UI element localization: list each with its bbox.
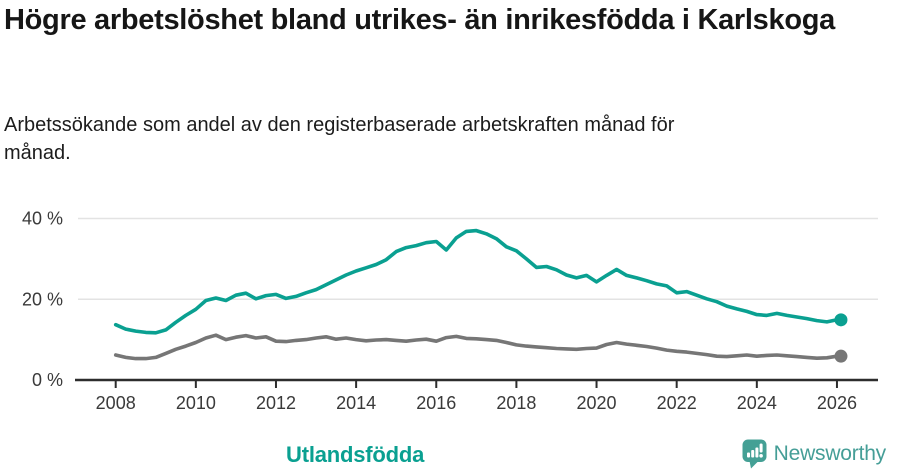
x-tick-label: 2012 bbox=[256, 393, 296, 413]
y-tick-label: 20 % bbox=[22, 289, 63, 309]
x-tick-label: 2024 bbox=[737, 393, 777, 413]
line-chart: 2008 2010 2012 2014 2016 2018 2020 2022 2024 2026… bbox=[0, 190, 900, 467]
newsworthy-logo-text: Newsworthy bbox=[773, 442, 887, 465]
x-tick-label: 2020 bbox=[577, 393, 617, 413]
y-tick-label: 0 % bbox=[32, 370, 63, 390]
x-tick-label: 2026 bbox=[817, 393, 857, 413]
x-tick-label: 2018 bbox=[496, 393, 536, 413]
series-line-1 bbox=[113, 333, 839, 361]
page-title: Högre arbetslöshet bland utrikes- än inr… bbox=[4, 4, 835, 36]
y-tick-label: 40 % bbox=[22, 209, 63, 229]
x-tick-label: 2010 bbox=[176, 393, 216, 413]
end-dot-1 bbox=[834, 349, 848, 363]
chart-subtitle: Arbetssökande som andel av den registerb… bbox=[4, 114, 675, 164]
x-tick-label: 2016 bbox=[416, 393, 456, 413]
newsworthy-logo-icon bbox=[742, 439, 767, 469]
end-dot-0 bbox=[834, 313, 848, 327]
series-line-0 bbox=[113, 228, 839, 335]
newsworthy-logo[interactable]: Newsworthy bbox=[742, 439, 886, 469]
x-tick-label: 2014 bbox=[336, 393, 376, 413]
x-tick-label: 2022 bbox=[657, 393, 697, 413]
x-tick-label: 2008 bbox=[96, 393, 136, 413]
series-label-utlandsfodda: Utlandsfödda bbox=[286, 442, 425, 467]
plot-canvas: 2008 2010 2012 2014 2016 2018 2020 2022 2024 2026… bbox=[22, 209, 878, 413]
